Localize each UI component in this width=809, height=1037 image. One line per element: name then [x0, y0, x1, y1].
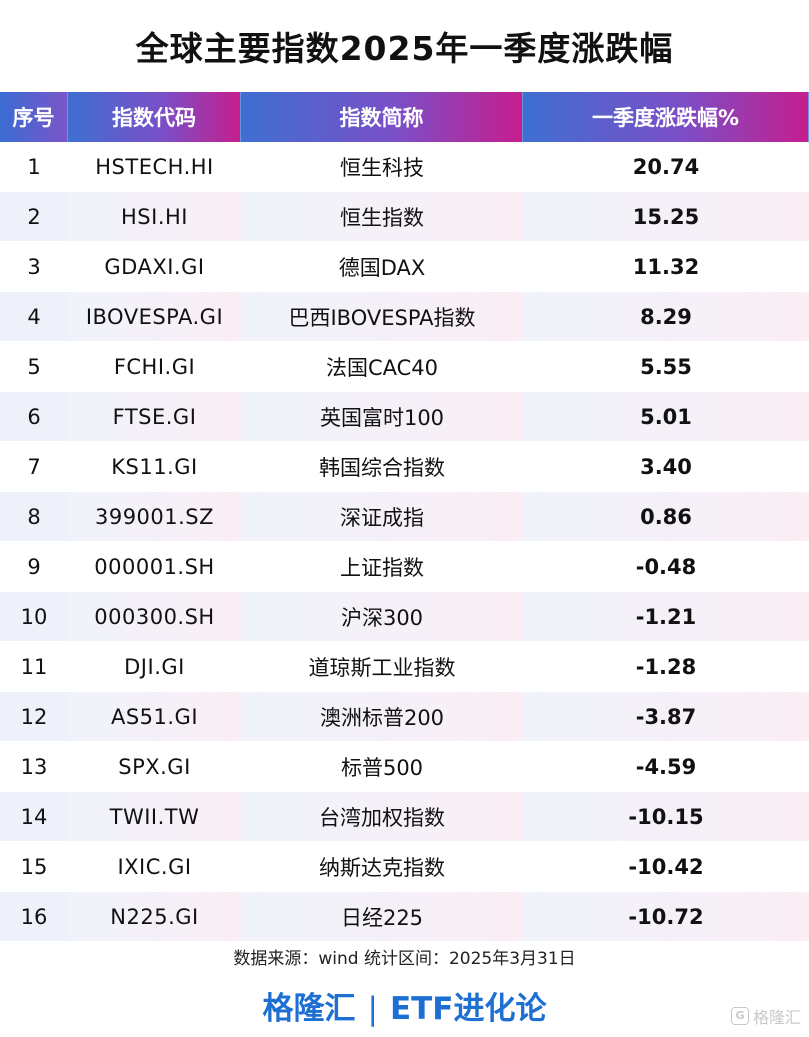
page-title: 全球主要指数2025年一季度涨跌幅 — [135, 29, 674, 68]
cell-index-code: 399001.SZ — [68, 492, 241, 542]
cell-index: 12 — [0, 692, 68, 742]
cell-index-name: 日经225 — [241, 892, 523, 942]
cell-index-code: 000001.SH — [68, 542, 241, 592]
cell-index: 3 — [0, 242, 68, 292]
cell-index-name: 道琼斯工业指数 — [241, 642, 523, 692]
cell-change: 15.25 — [523, 192, 809, 242]
cell-change: -10.15 — [523, 792, 809, 842]
cell-index-name: 纳斯达克指数 — [241, 842, 523, 892]
cell-change: -3.87 — [523, 692, 809, 742]
brand-name: 格隆汇 — [262, 991, 356, 1027]
cell-index: 15 — [0, 842, 68, 892]
cell-index: 2 — [0, 192, 68, 242]
cell-index-code: TWII.TW — [68, 792, 241, 842]
watermark-text: 格隆汇 — [752, 1008, 801, 1027]
cell-index: 14 — [0, 792, 68, 842]
cell-index-name: 德国DAX — [241, 242, 523, 292]
header-index: 序号 — [0, 92, 68, 142]
cell-index-name: 恒生指数 — [241, 192, 523, 242]
cell-change: 3.40 — [523, 442, 809, 492]
table-row: 1 HSTECH.HI 恒生科技 20.74 — [0, 142, 809, 192]
gelonghui-logo-icon: G — [730, 1007, 749, 1025]
cell-index: 4 — [0, 292, 68, 342]
cell-change: 20.74 — [523, 142, 809, 192]
cell-index-code: GDAXI.GI — [68, 242, 241, 292]
cell-index-name: 韩国综合指数 — [241, 442, 523, 492]
table-row: 9 000001.SH 上证指数 -0.48 — [0, 542, 809, 592]
cell-change: 8.29 — [523, 292, 809, 342]
brand-separator: | — [367, 991, 378, 1027]
brand-column-name: ETF进化论 — [389, 991, 547, 1027]
table-row: 8 399001.SZ 深证成指 0.86 — [0, 492, 809, 542]
table-row: 11 DJI.GI 道琼斯工业指数 -1.28 — [0, 642, 809, 692]
cell-index-code: N225.GI — [68, 892, 241, 942]
cell-index-code: KS11.GI — [68, 442, 241, 492]
cell-change: 11.32 — [523, 242, 809, 292]
header-name: 指数简称 — [241, 92, 523, 142]
cell-index: 10 — [0, 592, 68, 642]
cell-index-code: HSI.HI — [68, 192, 241, 242]
table-row: 4 IBOVESPA.GI 巴西IBOVESPA指数 8.29 — [0, 292, 809, 342]
cell-index: 11 — [0, 642, 68, 692]
watermark: G 格隆汇 — [730, 1004, 801, 1028]
cell-index-code: DJI.GI — [68, 642, 241, 692]
cell-index-name: 上证指数 — [241, 542, 523, 592]
table-row: 6 FTSE.GI 英国富时100 5.01 — [0, 392, 809, 442]
cell-change: 5.55 — [523, 342, 809, 392]
cell-index-code: IBOVESPA.GI — [68, 292, 241, 342]
cell-index-code: IXIC.GI — [68, 842, 241, 892]
table-row: 3 GDAXI.GI 德国DAX 11.32 — [0, 242, 809, 292]
cell-index: 5 — [0, 342, 68, 392]
cell-change: -0.48 — [523, 542, 809, 592]
cell-change: -4.59 — [523, 742, 809, 792]
cell-index-code: FTSE.GI — [68, 392, 241, 442]
cell-change: -10.72 — [523, 892, 809, 942]
cell-index-name: 澳洲标普200 — [241, 692, 523, 742]
table-row: 16 N225.GI 日经225 -10.72 — [0, 892, 809, 942]
data-source-note: 数据来源：wind 统计区间：2025年3月31日 — [233, 949, 576, 969]
cell-index-name: 标普500 — [241, 742, 523, 792]
cell-index-name: 台湾加权指数 — [241, 792, 523, 842]
index-table: 序号 指数代码 指数简称 一季度涨跌幅% 1 HSTECH.HI 恒生科技 20.74… — [0, 92, 809, 942]
table-row: 5 FCHI.GI 法国CAC40 5.55 — [0, 342, 809, 392]
table-row: 10 000300.SH 沪深300 -1.21 — [0, 592, 809, 642]
cell-change: -10.42 — [523, 842, 809, 892]
table-row: 7 KS11.GI 韩国综合指数 3.40 — [0, 442, 809, 492]
cell-change: -1.21 — [523, 592, 809, 642]
cell-change: 0.86 — [523, 492, 809, 542]
cell-index: 9 — [0, 542, 68, 592]
cell-index-code: AS51.GI — [68, 692, 241, 742]
cell-index-name: 英国富时100 — [241, 392, 523, 442]
cell-index: 8 — [0, 492, 68, 542]
table-header-row: 序号 指数代码 指数简称 一季度涨跌幅% — [0, 92, 809, 142]
cell-index: 13 — [0, 742, 68, 792]
cell-index-name: 巴西IBOVESPA指数 — [241, 292, 523, 342]
cell-index-code: FCHI.GI — [68, 342, 241, 392]
header-code: 指数代码 — [68, 92, 241, 142]
table-row: 13 SPX.GI 标普500 -4.59 — [0, 742, 809, 792]
cell-index: 16 — [0, 892, 68, 942]
table-body: 1 HSTECH.HI 恒生科技 20.74 2 HSI.HI 恒生指数 15.25 3 GDAX… — [0, 142, 809, 942]
cell-index: 7 — [0, 442, 68, 492]
table-row: 2 HSI.HI 恒生指数 15.25 — [0, 192, 809, 242]
table-row: 14 TWII.TW 台湾加权指数 -10.15 — [0, 792, 809, 842]
cell-change: -1.28 — [523, 642, 809, 692]
cell-index-name: 法国CAC40 — [241, 342, 523, 392]
cell-index-code: HSTECH.HI — [68, 142, 241, 192]
cell-index: 1 — [0, 142, 68, 192]
cell-change: 5.01 — [523, 392, 809, 442]
brand-footer: 格隆汇 | ETF进化论 — [0, 983, 809, 1028]
table-row: 12 AS51.GI 澳洲标普200 -3.87 — [0, 692, 809, 742]
header-change: 一季度涨跌幅% — [523, 92, 809, 142]
cell-index-code: SPX.GI — [68, 742, 241, 792]
cell-index-name: 恒生科技 — [241, 142, 523, 192]
cell-index-code: 000300.SH — [68, 592, 241, 642]
cell-index-name: 沪深300 — [241, 592, 523, 642]
cell-index: 6 — [0, 392, 68, 442]
cell-index-name: 深证成指 — [241, 492, 523, 542]
table-row: 15 IXIC.GI 纳斯达克指数 -10.42 — [0, 842, 809, 892]
